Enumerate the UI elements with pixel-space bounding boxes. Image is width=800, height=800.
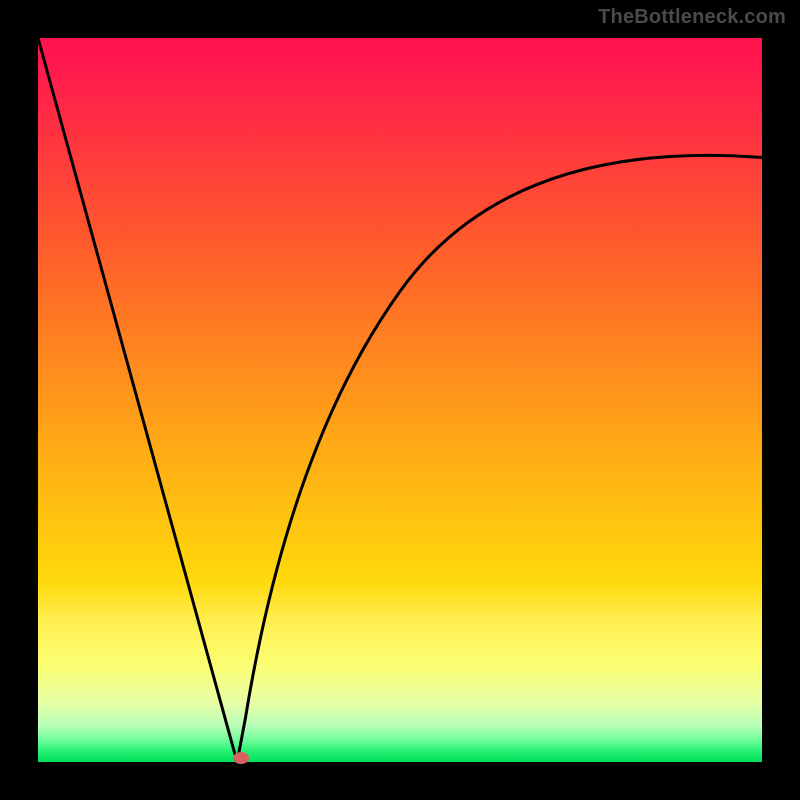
optimum-marker (233, 752, 249, 764)
chart-frame: TheBottleneck.com (0, 0, 800, 800)
watermark-text: TheBottleneck.com (598, 6, 786, 29)
curve-path (38, 38, 762, 762)
bottleneck-curve (38, 38, 762, 762)
